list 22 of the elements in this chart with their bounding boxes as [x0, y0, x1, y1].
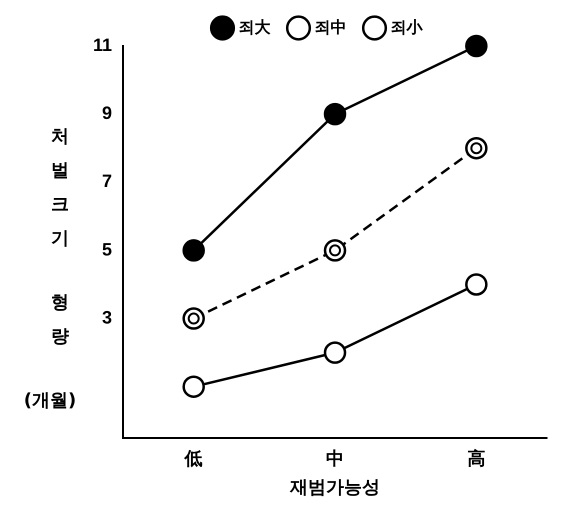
point	[182, 375, 205, 398]
y-tick-label: 9	[102, 103, 112, 124]
x-tick-label: 低	[184, 448, 203, 469]
y-tick-label: 5	[102, 239, 112, 260]
point	[324, 239, 346, 262]
point	[465, 34, 488, 58]
point	[324, 341, 346, 364]
y-tick-label: 7	[102, 171, 112, 192]
point	[324, 102, 346, 126]
point	[465, 273, 488, 296]
point	[465, 136, 488, 160]
x-axis-title: 재범가능성	[289, 477, 380, 498]
legend-label: 죄大	[238, 18, 272, 36]
legend-label: 죄小	[390, 18, 424, 36]
text: 처벌크기 형량 (개월)	[24, 126, 76, 411]
legend-label: 죄中	[314, 18, 346, 36]
x-tick-label: 高	[467, 448, 486, 469]
point	[182, 239, 205, 262]
y-tick-label: 11	[92, 34, 112, 55]
point	[182, 307, 205, 330]
x-tick-label: 中	[326, 448, 344, 469]
y-tick-label: 3	[102, 308, 112, 328]
